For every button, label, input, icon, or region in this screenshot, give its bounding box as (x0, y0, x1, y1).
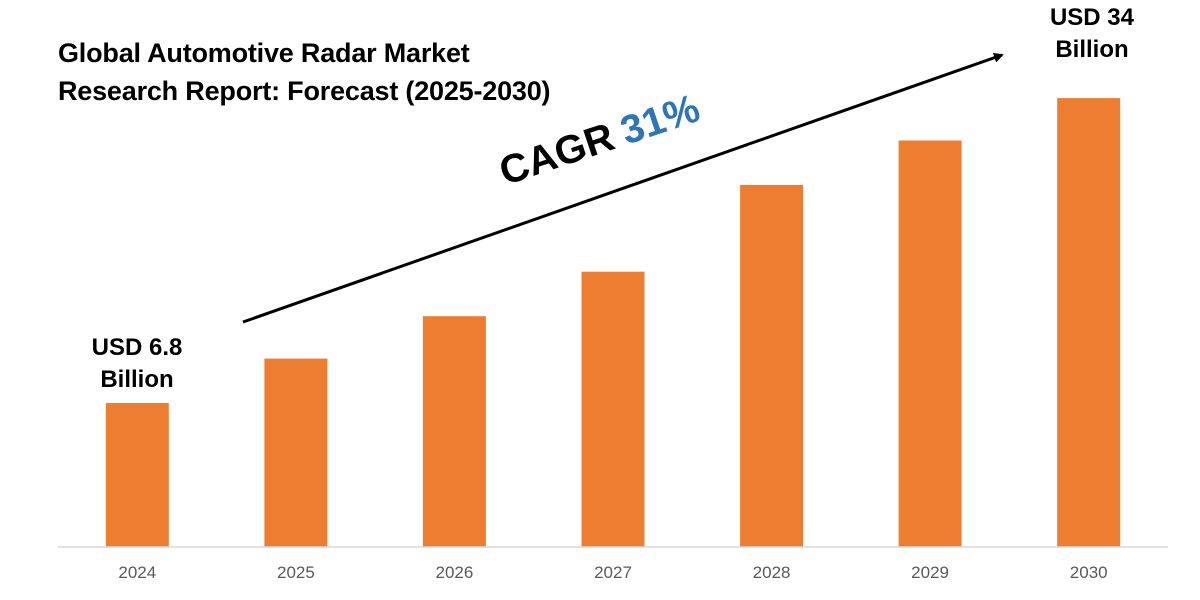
start-value-line-1: USD 6.8 (91, 334, 183, 361)
x-tick-label-2025: 2025 (277, 563, 315, 582)
growth-trend-arrow (242, 52, 1004, 324)
end-value-line-1: USD 34 (1049, 4, 1135, 31)
bar-2024 (105, 403, 169, 547)
bar-2030 (1057, 98, 1121, 547)
x-tick-label-2029: 2029 (911, 563, 949, 582)
start-value-line-2: Billion (100, 366, 174, 393)
end-value-callout: USD 34 Billion (1012, 2, 1172, 66)
x-tick-label-2027: 2027 (594, 563, 632, 582)
x-tick-label-2030: 2030 (1070, 563, 1108, 582)
x-tick-label-2028: 2028 (753, 563, 791, 582)
start-value-callout: USD 6.8 Billion (57, 332, 217, 396)
bar-series (105, 98, 1121, 547)
x-tick-label-2026: 2026 (435, 563, 473, 582)
end-value-line-2: Billion (1055, 36, 1129, 63)
x-tick-label-2024: 2024 (118, 563, 156, 582)
bar-2027 (581, 271, 645, 547)
chart-title: Global Automotive Radar Market Research … (58, 34, 551, 110)
bar-2026 (422, 316, 486, 547)
x-axis-tick-labels: 2024 2025 2026 2027 2028 2029 2030 (118, 563, 1107, 582)
bar-2025 (264, 358, 328, 547)
title-line-1: Global Automotive Radar Market (58, 38, 470, 68)
bar-2029 (898, 140, 962, 547)
bar-2028 (740, 184, 804, 547)
title-line-2: Research Report: Forecast (2025-2030) (58, 76, 551, 106)
